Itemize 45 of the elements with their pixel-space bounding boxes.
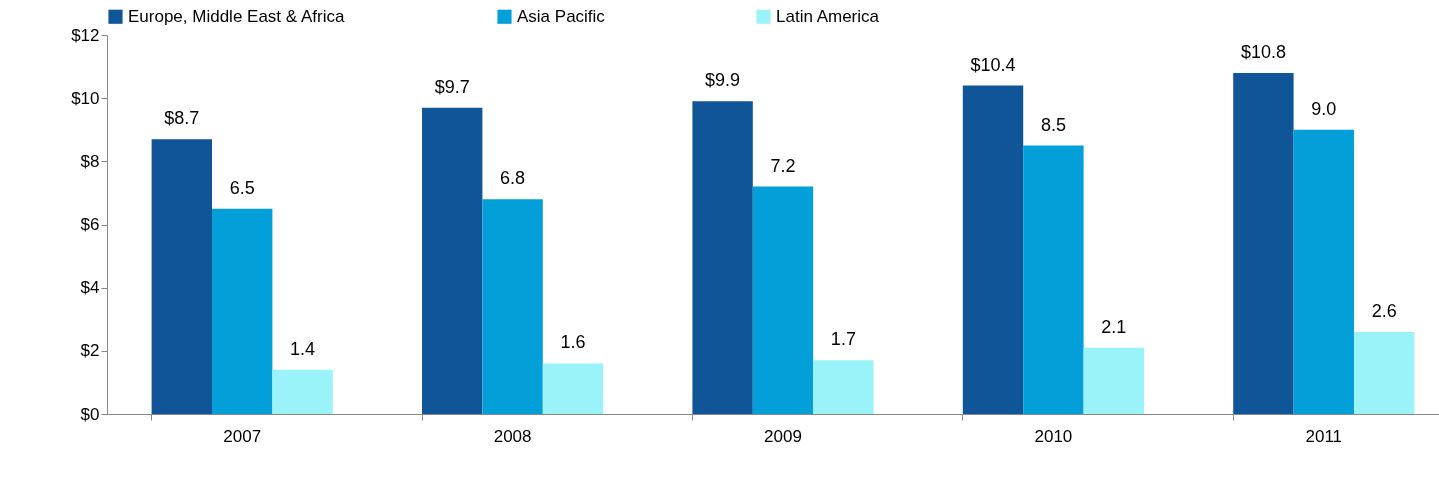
- bar: [813, 360, 874, 414]
- bar: [151, 139, 213, 414]
- data-label: $8.7: [164, 108, 200, 129]
- legend-label: Europe, Middle East & Africa: [128, 6, 345, 26]
- y-tick-label: $8: [80, 151, 100, 171]
- bar: [1353, 331, 1415, 414]
- data-label: 7.2: [770, 155, 796, 176]
- bar: [272, 369, 333, 414]
- x-tick-label: 2009: [764, 426, 802, 446]
- bar: [212, 208, 273, 414]
- data-label: $9.7: [434, 76, 470, 97]
- data-label: 2.1: [1101, 316, 1127, 337]
- data-label: $9.9: [705, 70, 741, 91]
- bar: [482, 199, 543, 414]
- bar: [1233, 72, 1294, 414]
- y-tick-label: $6: [80, 215, 100, 234]
- data-label: 6.5: [229, 177, 255, 198]
- bar: [1083, 347, 1144, 414]
- y-tick-label: $2: [80, 341, 100, 361]
- bar: [1293, 129, 1354, 414]
- bar: [752, 186, 814, 414]
- bar: [962, 85, 1024, 414]
- y-tick-label: $0: [80, 404, 100, 424]
- x-tick-label: 2011: [1305, 426, 1343, 446]
- data-label: 1.4: [290, 338, 316, 359]
- bar: [542, 363, 604, 414]
- data-label: $10.4: [970, 54, 1016, 75]
- bar: [422, 107, 483, 414]
- data-label: 9.0: [1311, 98, 1337, 119]
- legend-label: Latin America: [776, 6, 880, 26]
- x-tick-label: 2010: [1034, 426, 1073, 446]
- y-tick-label: $10: [71, 88, 100, 108]
- x-tick-label: 2008: [493, 426, 532, 446]
- x-tick-label: 2007: [223, 426, 262, 446]
- data-label: 6.8: [500, 168, 526, 189]
- y-tick-label: $4: [80, 278, 100, 298]
- data-label: 1.6: [560, 332, 586, 353]
- bar: [692, 101, 753, 414]
- data-label: 2.6: [1371, 300, 1397, 321]
- bar: [1023, 145, 1084, 414]
- data-label: 1.7: [830, 329, 856, 350]
- data-label: 8.5: [1040, 114, 1066, 135]
- legend-label: Asia Pacific: [517, 6, 606, 26]
- data-label: $10.8: [1240, 41, 1286, 62]
- y-tick-label: $12: [71, 25, 100, 45]
